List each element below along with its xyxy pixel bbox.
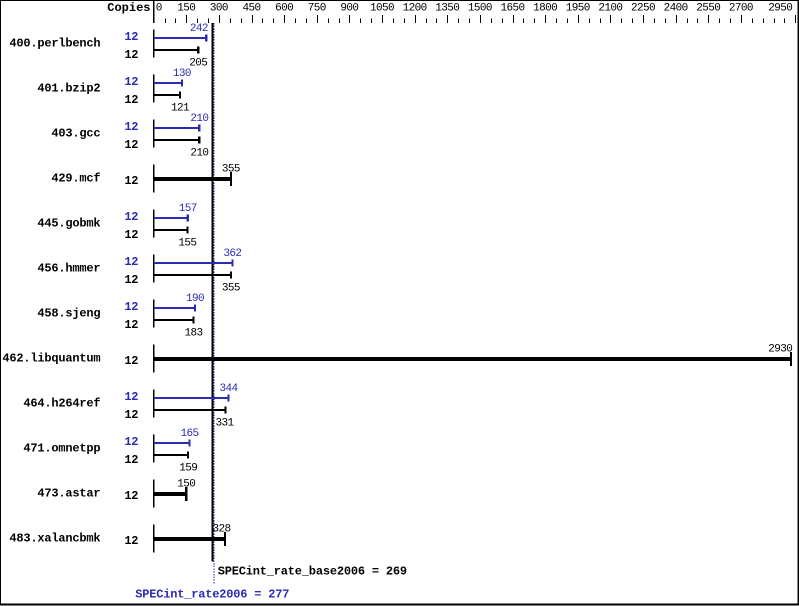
svg-text:157: 157 [179,203,197,215]
svg-text:12: 12 [124,435,138,449]
svg-text:429.mcf: 429.mcf [51,172,100,186]
svg-text:2930: 2930 [768,344,792,356]
svg-text:12: 12 [124,48,138,62]
svg-text:473.astar: 473.astar [37,487,100,501]
svg-text:12: 12 [124,138,138,152]
svg-text:12: 12 [124,390,138,404]
svg-text:12: 12 [124,453,138,467]
svg-text:190: 190 [186,293,204,305]
svg-text:462.libquantum: 462.libquantum [2,352,100,366]
svg-text:1950: 1950 [566,3,590,15]
svg-text:242: 242 [190,23,208,35]
svg-text:483.xalancbmk: 483.xalancbmk [9,532,100,546]
svg-text:403.gcc: 403.gcc [51,127,100,141]
svg-text:12: 12 [124,75,138,89]
svg-text:401.bzip2: 401.bzip2 [37,82,100,96]
svg-text:12: 12 [124,120,138,134]
svg-text:183: 183 [184,327,202,339]
svg-text:900: 900 [340,3,358,15]
svg-text:121: 121 [171,102,190,114]
svg-text:471.omnetpp: 471.omnetpp [23,442,100,456]
svg-text:12: 12 [124,300,138,314]
svg-text:355: 355 [222,282,240,294]
svg-text:12: 12 [124,489,138,503]
svg-text:300: 300 [210,3,228,15]
svg-text:1500: 1500 [468,3,492,15]
svg-text:150: 150 [177,479,195,491]
svg-text:12: 12 [124,93,138,107]
svg-text:1200: 1200 [403,3,427,15]
svg-text:210: 210 [190,147,208,159]
svg-text:12: 12 [124,30,138,44]
svg-text:1050: 1050 [370,3,394,15]
svg-text:445.gobmk: 445.gobmk [37,217,100,231]
svg-text:12: 12 [124,174,138,188]
svg-text:0: 0 [156,3,162,15]
svg-text:150: 150 [177,3,195,15]
svg-text:205: 205 [189,57,207,69]
svg-text:362: 362 [223,248,241,260]
svg-text:Copies: Copies [107,1,150,15]
svg-text:12: 12 [124,228,138,242]
svg-text:2100: 2100 [598,3,622,15]
svg-text:2400: 2400 [664,3,688,15]
svg-text:464.h264ref: 464.h264ref [23,397,100,411]
svg-text:SPECint_rate_base2006 = 269: SPECint_rate_base2006 = 269 [218,565,407,579]
svg-text:331: 331 [215,417,234,429]
svg-text:12: 12 [124,273,138,287]
svg-text:2550: 2550 [696,3,720,15]
svg-text:750: 750 [308,3,326,15]
svg-text:12: 12 [124,255,138,269]
svg-text:458.sjeng: 458.sjeng [37,307,100,321]
svg-text:12: 12 [124,534,138,548]
svg-text:2250: 2250 [631,3,655,15]
svg-text:1650: 1650 [501,3,525,15]
svg-text:355: 355 [222,164,240,176]
svg-text:1800: 1800 [533,3,557,15]
svg-text:210: 210 [190,113,208,125]
svg-text:600: 600 [275,3,293,15]
svg-text:2700: 2700 [729,3,753,15]
svg-text:328: 328 [212,524,230,536]
svg-text:SPECint_rate2006 = 277: SPECint_rate2006 = 277 [135,588,289,602]
svg-text:12: 12 [124,318,138,332]
svg-text:1350: 1350 [435,3,459,15]
svg-text:165: 165 [181,428,199,440]
svg-text:344: 344 [219,383,238,395]
svg-text:130: 130 [173,68,191,80]
svg-text:450: 450 [243,3,261,15]
svg-text:400.perlbench: 400.perlbench [9,37,100,51]
svg-text:12: 12 [124,210,138,224]
svg-text:12: 12 [124,354,138,368]
svg-text:12: 12 [124,408,138,422]
svg-text:159: 159 [179,462,197,474]
svg-text:456.hmmer: 456.hmmer [37,262,100,276]
svg-text:2950: 2950 [768,3,792,15]
svg-text:155: 155 [178,237,196,249]
